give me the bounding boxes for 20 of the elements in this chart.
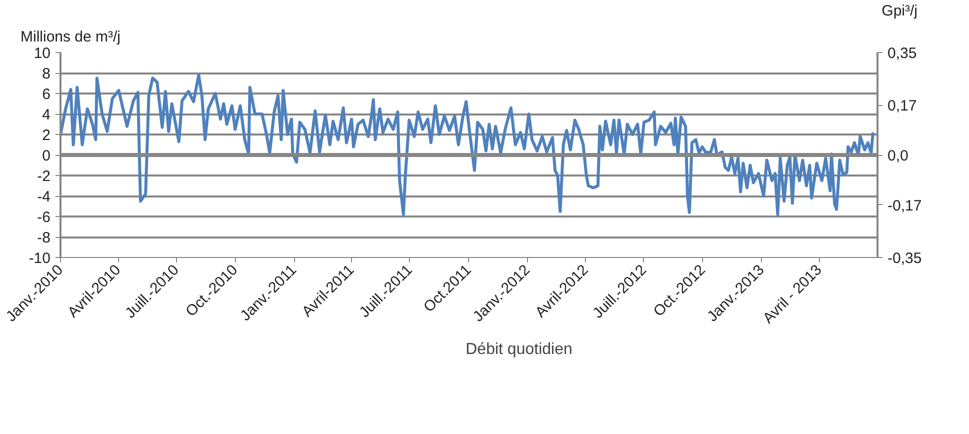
- y-tick-label: 2: [42, 127, 50, 144]
- y-tick-label: -4: [37, 188, 51, 206]
- y-tick-label: 8: [42, 66, 50, 82]
- y-tick-label: 10: [34, 45, 51, 62]
- y2-tick-label: 0,0: [888, 148, 908, 164]
- line-series: [60, 74, 875, 216]
- y2-axis-title: Gpi³/j: [882, 2, 918, 20]
- y-tick-label: 4: [42, 106, 50, 124]
- y-tick-label: -10: [28, 250, 51, 267]
- y-tick-label: 6: [42, 86, 50, 103]
- y-tick-label: -8: [37, 230, 51, 246]
- y2-tick-label: -0,35: [888, 250, 922, 267]
- text: Débit quotidien: [466, 341, 572, 359]
- y2-tick-label: 0,17: [888, 98, 917, 115]
- y-tick-label: -6: [37, 209, 51, 226]
- y2-tick-label: 0,35: [888, 45, 917, 62]
- y-tick-label: -2: [37, 168, 51, 185]
- y-tick-label: 0: [42, 148, 50, 164]
- y2-tick-label: -0,17: [888, 197, 922, 214]
- y-axis-title: Millions de m³/j: [20, 28, 121, 46]
